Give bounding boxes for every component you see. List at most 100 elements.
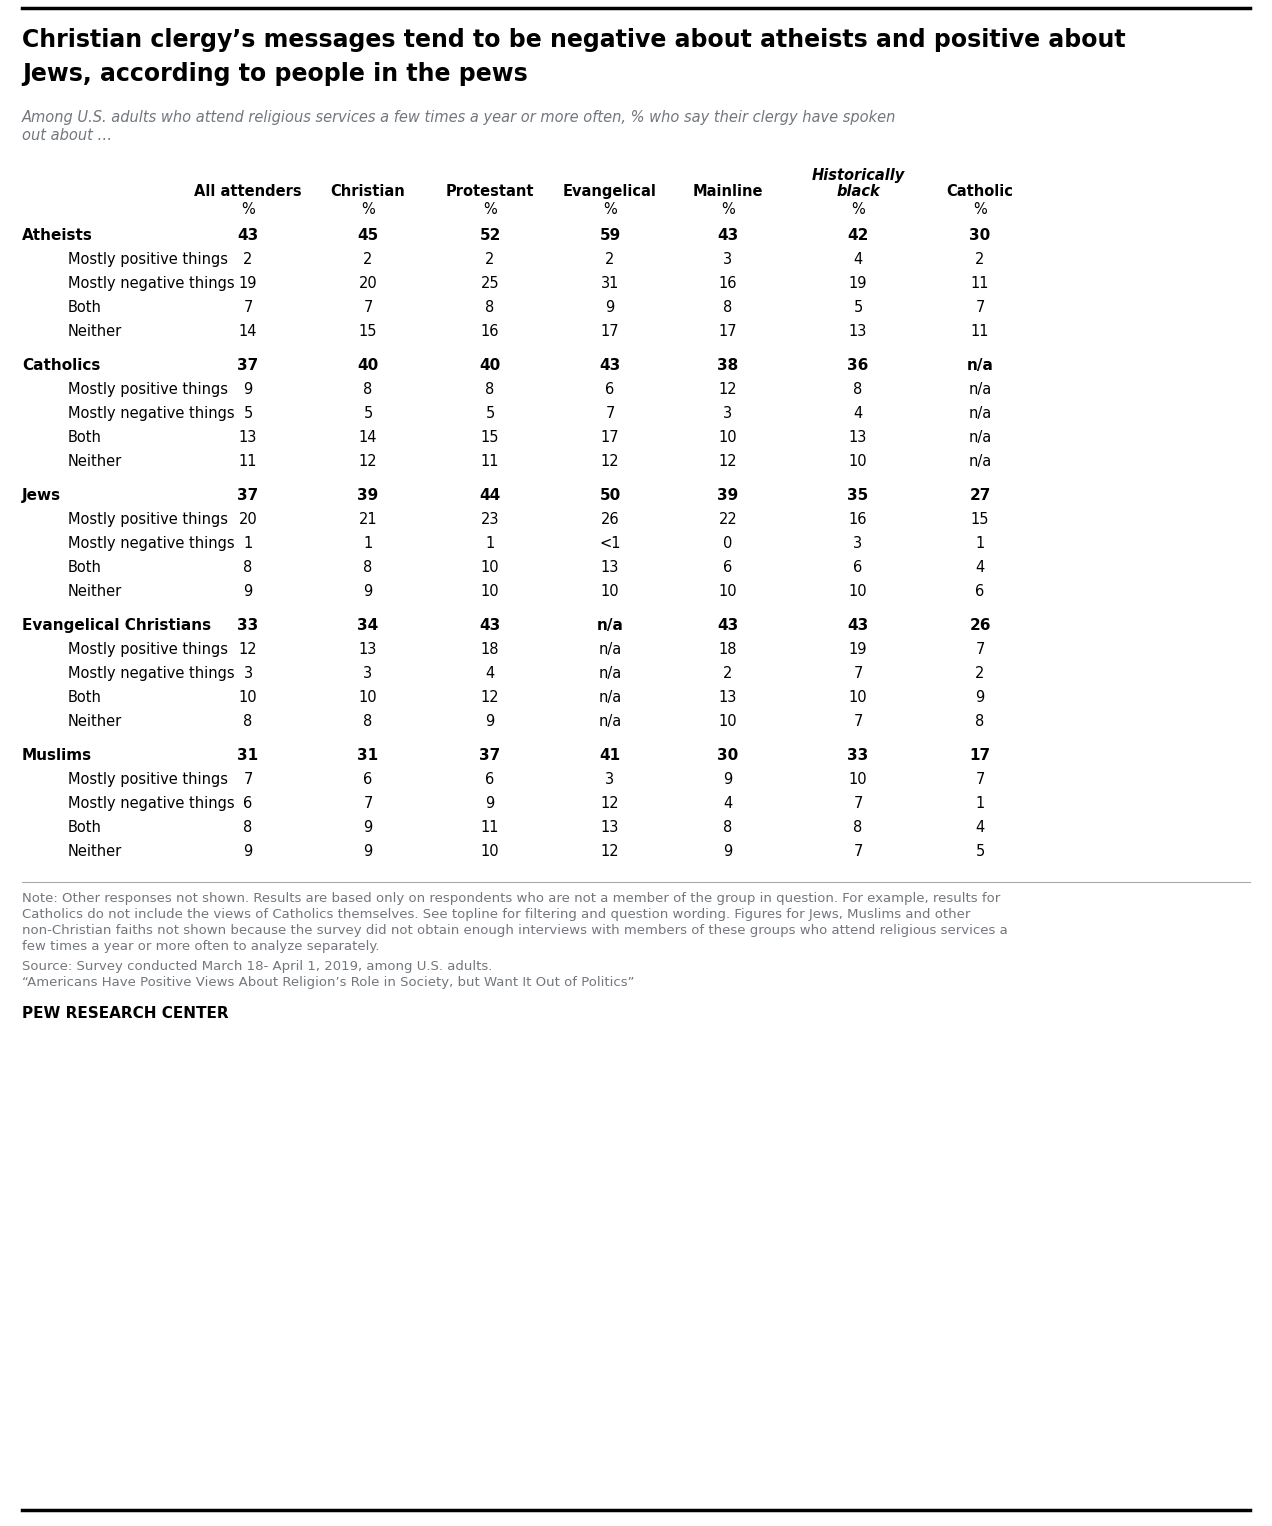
Text: 16: 16 — [481, 324, 499, 339]
Text: 9: 9 — [364, 584, 373, 600]
Text: Both: Both — [67, 560, 102, 575]
Text: Neither: Neither — [67, 584, 122, 600]
Text: %: % — [242, 201, 254, 217]
Text: Mostly positive things: Mostly positive things — [67, 382, 228, 397]
Text: Christian clergy’s messages tend to be negative about atheists and positive abou: Christian clergy’s messages tend to be n… — [22, 27, 1126, 52]
Text: Mostly positive things: Mostly positive things — [67, 513, 228, 526]
Text: 13: 13 — [600, 560, 619, 575]
Text: 6: 6 — [486, 772, 495, 787]
Text: 37: 37 — [238, 359, 258, 372]
Text: 7: 7 — [243, 772, 253, 787]
Text: 21: 21 — [359, 513, 378, 526]
Text: 8: 8 — [854, 382, 862, 397]
Text: 43: 43 — [717, 618, 739, 633]
Text: Christian: Christian — [331, 185, 406, 198]
Text: 4: 4 — [976, 819, 985, 835]
Text: All attenders: All attenders — [195, 185, 301, 198]
Text: 11: 11 — [239, 455, 257, 468]
Text: 17: 17 — [719, 324, 738, 339]
Text: n/a: n/a — [598, 690, 622, 705]
Text: 17: 17 — [969, 748, 991, 763]
Text: 8: 8 — [854, 819, 862, 835]
Text: Mostly negative things: Mostly negative things — [67, 797, 234, 810]
Text: 43: 43 — [480, 618, 501, 633]
Text: 7: 7 — [976, 772, 985, 787]
Text: 7: 7 — [364, 797, 373, 810]
Text: 7: 7 — [854, 844, 862, 859]
Text: 10: 10 — [719, 714, 738, 729]
Text: 9: 9 — [486, 714, 495, 729]
Text: black: black — [836, 185, 880, 198]
Text: Both: Both — [67, 690, 102, 705]
Text: 5: 5 — [854, 301, 862, 314]
Text: 11: 11 — [971, 276, 990, 291]
Text: 26: 26 — [600, 513, 619, 526]
Text: 9: 9 — [243, 382, 253, 397]
Text: 13: 13 — [848, 324, 868, 339]
Text: %: % — [721, 201, 735, 217]
Text: Evangelical: Evangelical — [563, 185, 656, 198]
Text: Catholic: Catholic — [946, 185, 1014, 198]
Text: 3: 3 — [724, 252, 733, 267]
Text: 16: 16 — [719, 276, 738, 291]
Text: 13: 13 — [600, 819, 619, 835]
Text: 6: 6 — [724, 560, 733, 575]
Text: 4: 4 — [854, 252, 862, 267]
Text: PEW RESEARCH CENTER: PEW RESEARCH CENTER — [22, 1006, 229, 1021]
Text: n/a: n/a — [598, 665, 622, 681]
Text: Mostly positive things: Mostly positive things — [67, 642, 228, 658]
Text: 10: 10 — [719, 430, 738, 446]
Text: 18: 18 — [481, 642, 499, 658]
Text: n/a: n/a — [968, 430, 992, 446]
Text: 15: 15 — [481, 430, 499, 446]
Text: few times a year or more often to analyze separately.: few times a year or more often to analyz… — [22, 940, 379, 954]
Text: 4: 4 — [724, 797, 733, 810]
Text: 9: 9 — [605, 301, 614, 314]
Text: 20: 20 — [359, 276, 378, 291]
Text: 11: 11 — [971, 324, 990, 339]
Text: Source: Survey conducted March 18- April 1, 2019, among U.S. adults.: Source: Survey conducted March 18- April… — [22, 960, 492, 974]
Text: 11: 11 — [481, 455, 499, 468]
Text: 43: 43 — [717, 227, 739, 243]
Text: 40: 40 — [480, 359, 501, 372]
Text: 12: 12 — [600, 797, 619, 810]
Text: n/a: n/a — [598, 714, 622, 729]
Text: 12: 12 — [719, 455, 738, 468]
Text: n/a: n/a — [968, 455, 992, 468]
Text: 4: 4 — [486, 665, 495, 681]
Text: 7: 7 — [976, 301, 985, 314]
Text: 41: 41 — [599, 748, 621, 763]
Text: 3: 3 — [724, 406, 733, 421]
Text: %: % — [361, 201, 375, 217]
Text: 3: 3 — [364, 665, 373, 681]
Text: 9: 9 — [243, 844, 253, 859]
Text: Mainline: Mainline — [693, 185, 763, 198]
Text: 9: 9 — [486, 797, 495, 810]
Text: Neither: Neither — [67, 324, 122, 339]
Text: 8: 8 — [364, 382, 373, 397]
Text: Muslims: Muslims — [22, 748, 92, 763]
Text: Atheists: Atheists — [22, 227, 93, 243]
Text: 7: 7 — [364, 301, 373, 314]
Text: 9: 9 — [976, 690, 985, 705]
Text: 2: 2 — [724, 665, 733, 681]
Text: 33: 33 — [238, 618, 258, 633]
Text: 31: 31 — [600, 276, 619, 291]
Text: 1: 1 — [976, 536, 985, 551]
Text: 30: 30 — [717, 748, 739, 763]
Text: 9: 9 — [243, 584, 253, 600]
Text: 8: 8 — [243, 560, 253, 575]
Text: 13: 13 — [239, 430, 257, 446]
Text: Both: Both — [67, 430, 102, 446]
Text: 44: 44 — [480, 488, 501, 504]
Text: “Americans Have Positive Views About Religion’s Role in Society, but Want It Out: “Americans Have Positive Views About Rel… — [22, 977, 635, 989]
Text: 10: 10 — [600, 584, 619, 600]
Text: 43: 43 — [599, 359, 621, 372]
Text: 33: 33 — [847, 748, 869, 763]
Text: 12: 12 — [481, 690, 500, 705]
Text: 2: 2 — [605, 252, 614, 267]
Text: Catholics: Catholics — [22, 359, 100, 372]
Text: 7: 7 — [854, 665, 862, 681]
Text: Neither: Neither — [67, 455, 122, 468]
Text: 7: 7 — [976, 642, 985, 658]
